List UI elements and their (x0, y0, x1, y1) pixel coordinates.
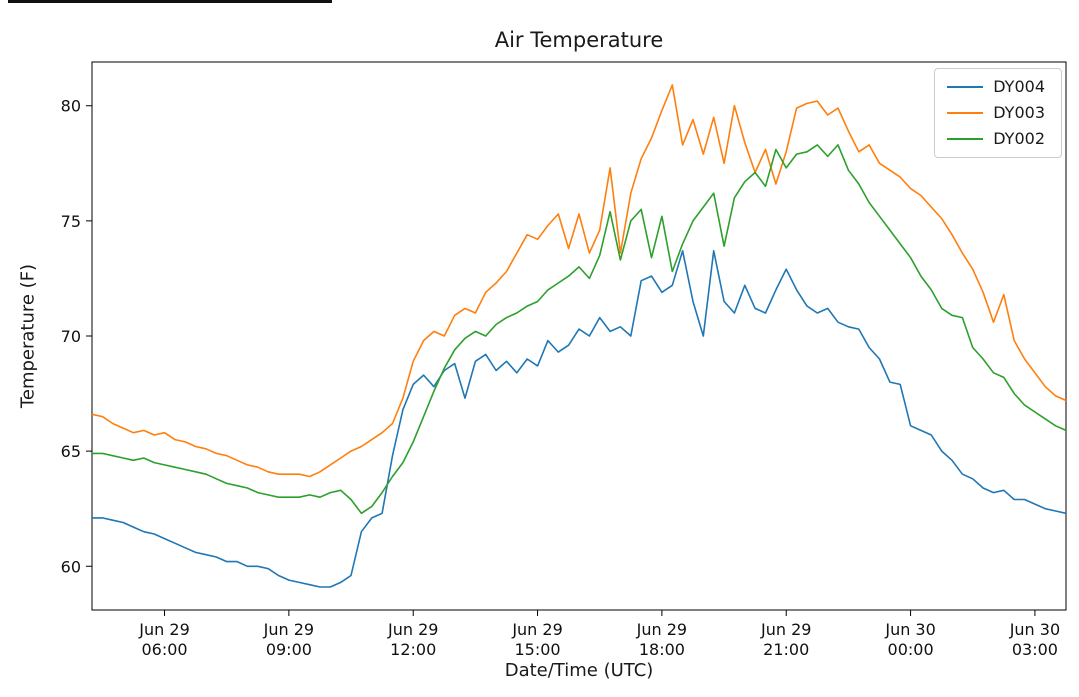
legend-label-dy004: DY004 (993, 77, 1045, 96)
legend-label-dy002: DY002 (993, 129, 1045, 148)
legend-swatch-dy002 (947, 138, 984, 140)
svg-text:65: 65 (61, 442, 81, 461)
svg-text:80: 80 (61, 97, 81, 116)
svg-text:60: 60 (61, 557, 81, 576)
svg-text:70: 70 (61, 327, 81, 346)
legend-swatch-dy003 (947, 112, 984, 114)
x-axis-label: Date/Time (UTC) (504, 660, 654, 681)
legend-entry-dy003: DY003 (947, 105, 1045, 121)
legend-swatch-dy004 (947, 86, 984, 88)
screenshot-artifact-line (8, 0, 332, 3)
legend-entry-dy002: DY002 (947, 131, 1045, 147)
chart-title: Air Temperature (494, 28, 664, 52)
legend-entry-dy004: DY004 (947, 79, 1045, 95)
y-axis-label: Temperature (F) (17, 263, 39, 409)
legend-label-dy003: DY003 (993, 103, 1045, 122)
legend: DY004 DY003 DY002 (934, 68, 1062, 158)
svg-text:75: 75 (61, 212, 81, 231)
